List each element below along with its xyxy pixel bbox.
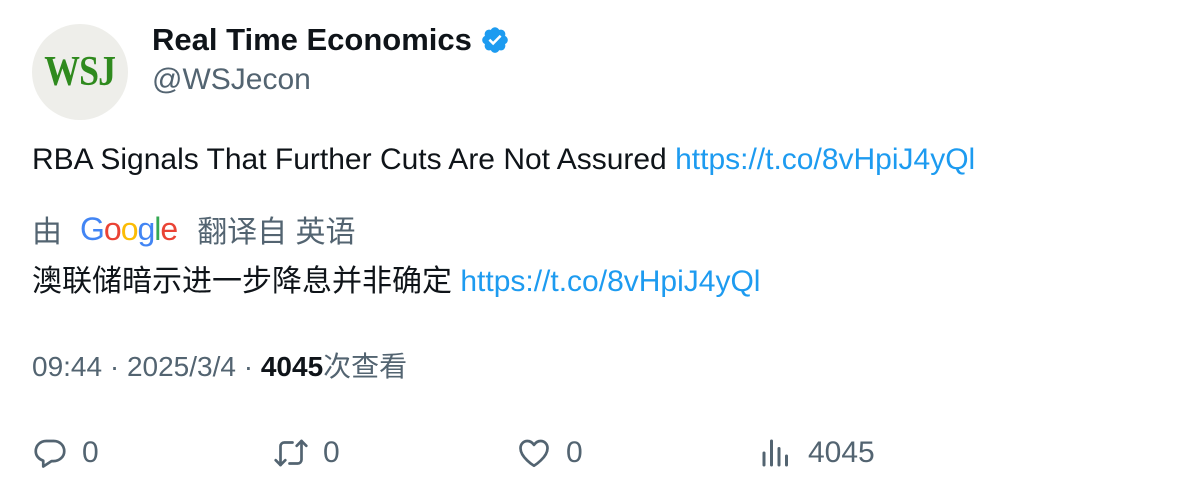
translated-from-label: 翻译自 英语 [197, 216, 356, 249]
tweet-date[interactable]: 2025/3/4 [126, 351, 236, 382]
tweet-meta: 09:44 · 2025/3/4 · 4045次查看 [32, 345, 407, 385]
tweet-link[interactable]: https://t.co/8vHpiJ4yQl [675, 143, 976, 176]
translated-by-label: 由 [32, 216, 62, 249]
reply-icon [34, 439, 66, 468]
meta-separator-2: · [235, 351, 261, 382]
reply-count: 0 [82, 436, 99, 469]
views-label: 次查看 [323, 351, 408, 382]
like-button[interactable]: 0 [516, 430, 583, 476]
verified-badge-icon [480, 25, 510, 55]
retweet-button[interactable]: 0 [273, 430, 340, 476]
translated-link[interactable]: https://t.co/8vHpiJ4yQl [460, 265, 761, 298]
author-handle[interactable]: @WSJecon [152, 63, 311, 96]
tweet-text: RBA Signals That Further Cuts Are Not As… [32, 143, 667, 176]
translated-body: 澳联储暗示进一步降息并非确定 https://t.co/8vHpiJ4yQl [32, 256, 760, 300]
analytics-icon [762, 439, 788, 467]
translated-text: 澳联储暗示进一步降息并非确定 [32, 265, 452, 298]
avatar[interactable]: WSJ [32, 24, 128, 120]
views-count: 4045 [260, 351, 324, 382]
reply-button[interactable]: 0 [32, 430, 99, 476]
views-button[interactable]: 4045 [758, 430, 875, 476]
author-name-row: Real Time Economics [152, 22, 510, 58]
heart-icon [519, 439, 549, 468]
tweet-body: RBA Signals That Further Cuts Are Not As… [32, 143, 975, 177]
meta-separator: · [102, 351, 127, 382]
tweet-time[interactable]: 09:44 [32, 351, 103, 382]
wsj-logo: WSJ [44, 49, 117, 95]
like-count: 0 [566, 436, 583, 469]
retweet-icon [274, 439, 308, 467]
views-action-count: 4045 [808, 436, 875, 469]
author-name[interactable]: Real Time Economics [152, 22, 472, 57]
retweet-count: 0 [323, 436, 340, 469]
